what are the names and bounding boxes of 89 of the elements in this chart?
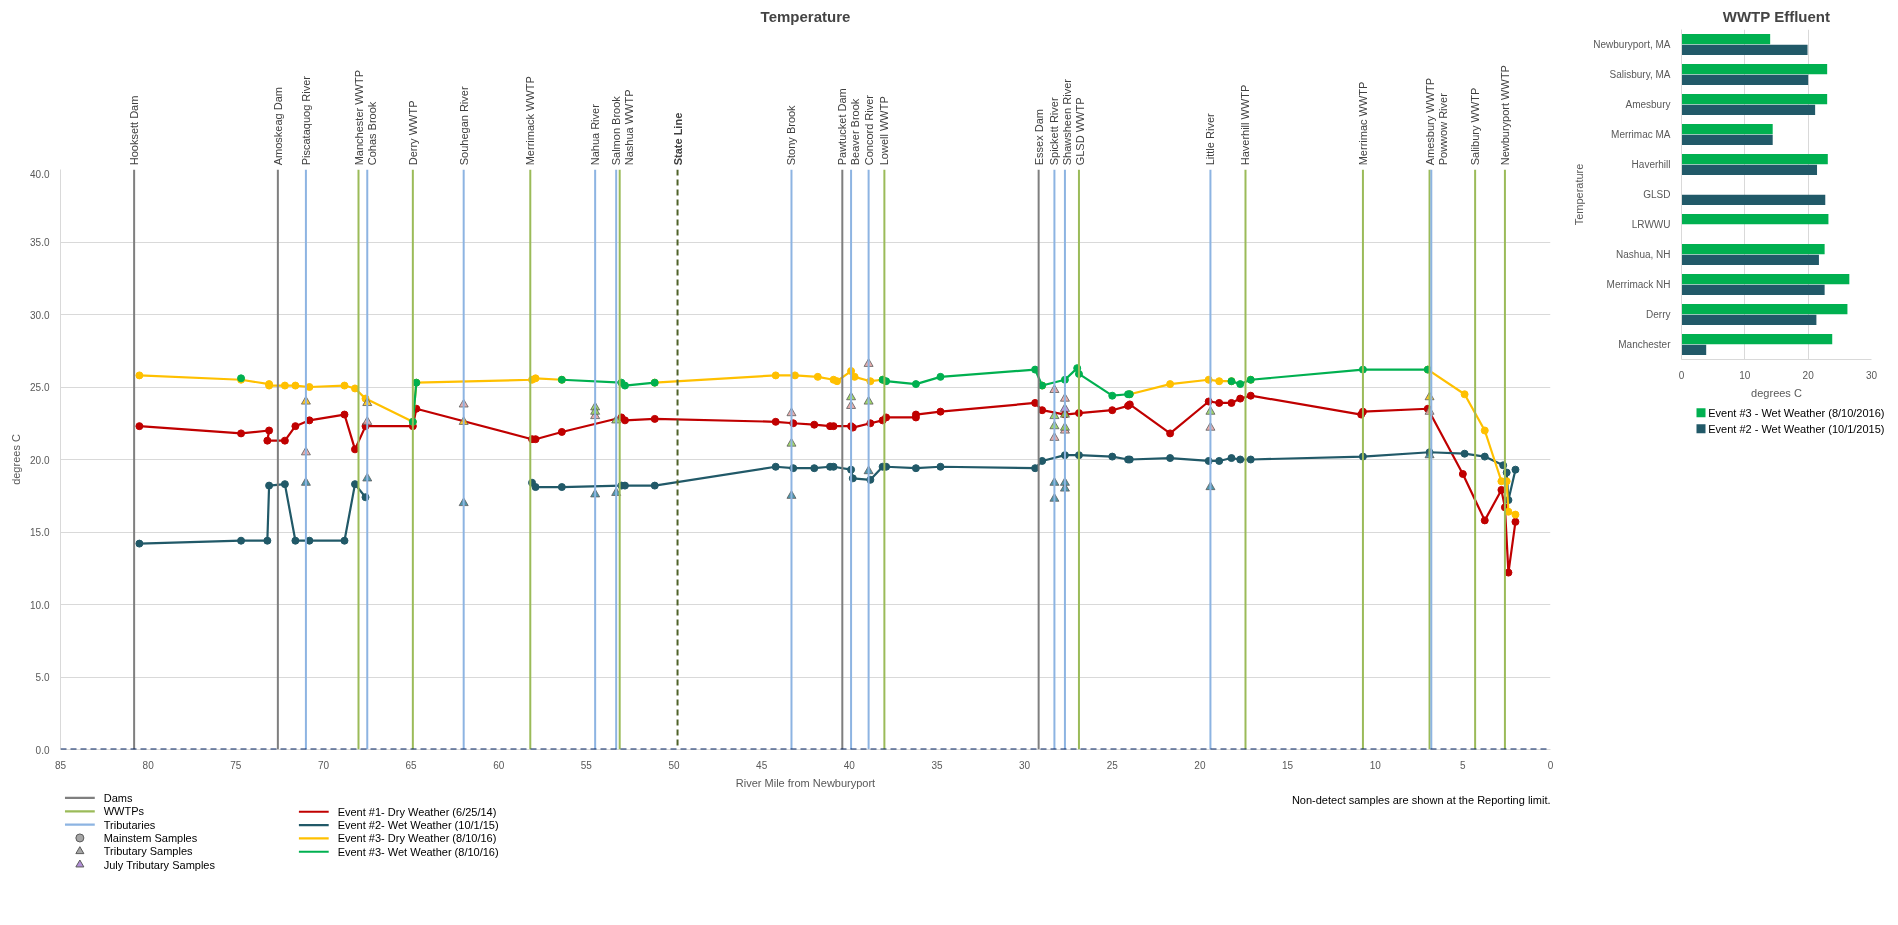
x-tick-label: 0 — [1678, 369, 1685, 381]
y-tick-label: Newburyport, MA — [1593, 39, 1671, 50]
ref-line-label: GLSD WWTP — [1074, 97, 1087, 166]
x-tick-label: 20 — [1194, 759, 1206, 771]
legend-label: WWTPs — [103, 805, 145, 818]
x-tick-label: 40 — [843, 759, 856, 771]
chart-title: Temperature — [760, 7, 851, 25]
y-tick-label: 40.0 — [30, 168, 50, 180]
legend-label: Event #3 - Wet Weather (8/10/2016) — [1708, 406, 1885, 419]
x-tick-label: 5 — [1460, 759, 1467, 771]
ref-line-label: Haverhill WWTP — [1239, 84, 1252, 166]
y-tick-label: 0.0 — [35, 744, 50, 756]
text: Non-detect samples are shown at the Reporting limit. — [1291, 794, 1551, 807]
x-tick-label: 30 — [1865, 369, 1878, 381]
y-tick-label: 5.0 — [35, 672, 50, 683]
y-tick-label: Haverhill — [1631, 159, 1671, 170]
y-tick-label: Manchester — [1618, 339, 1672, 350]
x-tick-label: 80 — [142, 759, 155, 771]
y-tick-label: Merrimack NH — [1606, 279, 1671, 290]
ref-line-label: Souhegan River — [457, 86, 470, 166]
y-tick-label: Derry — [1646, 309, 1671, 320]
legend-label: Tributaries — [103, 818, 156, 831]
ref-line-label: Merrimac WWTP — [1356, 81, 1369, 166]
y-tick-label: Amesbury — [1625, 99, 1671, 110]
ref-line-label: State Line — [671, 112, 684, 166]
y-tick-label: Nashua, NH — [1616, 249, 1671, 260]
ref-line-label: Spickett River — [1048, 97, 1061, 166]
x-tick-label: 30 — [1019, 759, 1031, 771]
x-axis-title: River Mile from Newburyport — [735, 776, 876, 789]
legend-label: Event #3- Wet Weather (8/10/16) — [337, 845, 499, 858]
ref-line-label: Little River — [1204, 113, 1217, 166]
ref-line-label: Salmon Brook — [610, 95, 623, 166]
ref-line-label: Beaver Brook — [849, 98, 862, 166]
legend-label: Event #2 - Wet Weather (10/1/2015) — [1708, 422, 1885, 435]
y-tick-label: Merrimac MA — [1611, 129, 1671, 140]
x-tick-label: 35 — [931, 759, 943, 771]
y-tick-label: 10.0 — [30, 599, 50, 611]
x-tick-label: 20 — [1802, 369, 1815, 381]
x-tick-label: 60 — [493, 759, 505, 771]
legend-label: July Tributary Samples — [103, 858, 216, 871]
ref-line-label: Salibury WWTP — [1469, 87, 1482, 166]
ref-line-label: Manchester WWTP — [352, 69, 365, 166]
x-tick-label: 55 — [580, 759, 593, 771]
y-axis-title: Temperature — [1573, 163, 1586, 226]
y-tick-label: GLSD — [1643, 189, 1671, 200]
ref-line-label: Pawtucket Dam — [836, 88, 849, 166]
ref-line-label: Hooksett Dam — [128, 95, 141, 166]
y-tick-label: 30.0 — [30, 309, 50, 321]
ref-line-label: Essex Dam — [1032, 109, 1045, 166]
legend-label: Event #1- Dry Weather (6/25/14) — [337, 805, 497, 818]
y-tick-label: 20.0 — [30, 454, 50, 466]
chart-title: WWTP Effluent — [1722, 7, 1830, 25]
x-tick-label: 65 — [405, 759, 418, 771]
y-axis-title: degrees C — [10, 434, 23, 485]
y-tick-label: Salisbury, MA — [1609, 69, 1671, 80]
legend-label: Dams — [103, 791, 133, 804]
ref-line-label: Newburyport WWTP — [1498, 65, 1511, 166]
x-tick-label: 75 — [230, 759, 242, 771]
ref-line-label: Concord River — [862, 94, 875, 166]
x-tick-label: 0 — [1547, 759, 1554, 771]
y-tick-label: LRWWU — [1631, 219, 1671, 230]
ref-line-label: Nahua River — [589, 103, 602, 166]
ref-line-label: Piscataquog River — [299, 75, 312, 166]
x-tick-label: 10 — [1369, 759, 1382, 771]
x-tick-label: 10 — [1739, 369, 1751, 381]
legend-label: Event #3- Dry Weather (8/10/16) — [337, 832, 497, 845]
ref-line-label: Shawsheen River — [1061, 78, 1074, 166]
x-tick-label: 25 — [1106, 759, 1119, 771]
y-tick-label: 15.0 — [30, 527, 50, 538]
ref-line-label: Nashua WWTP — [623, 89, 636, 166]
ref-line-label: Lowell WWTP — [878, 96, 891, 166]
legend-label: Tributary Samples — [103, 845, 194, 858]
y-tick-label: 35.0 — [30, 237, 50, 248]
x-tick-label: 85 — [54, 759, 67, 771]
x-tick-label: 45 — [756, 759, 768, 771]
ref-line-label: Amoskeag Dam — [271, 87, 284, 166]
y-tick-label: 25.0 — [30, 382, 50, 393]
ref-line-label: Derry WWTP — [406, 100, 419, 166]
ref-line-label: Amesbury WWTP — [1423, 77, 1436, 166]
x-tick-label: 15 — [1282, 759, 1294, 771]
x-tick-label: 50 — [668, 759, 681, 771]
ref-line-label: Merrimack WWTP — [524, 76, 537, 166]
ref-line-label: Cohas Brook — [365, 101, 378, 166]
x-tick-label: 70 — [317, 759, 330, 771]
x-axis-title: degrees C — [1751, 386, 1802, 399]
legend-label: Mainstem Samples — [103, 831, 198, 844]
legend-label: Event #2- Wet Weather (10/1/15) — [337, 819, 499, 832]
ref-line-label: Powwow River — [1436, 92, 1449, 166]
ref-line-label: Stony Brook — [785, 104, 798, 166]
